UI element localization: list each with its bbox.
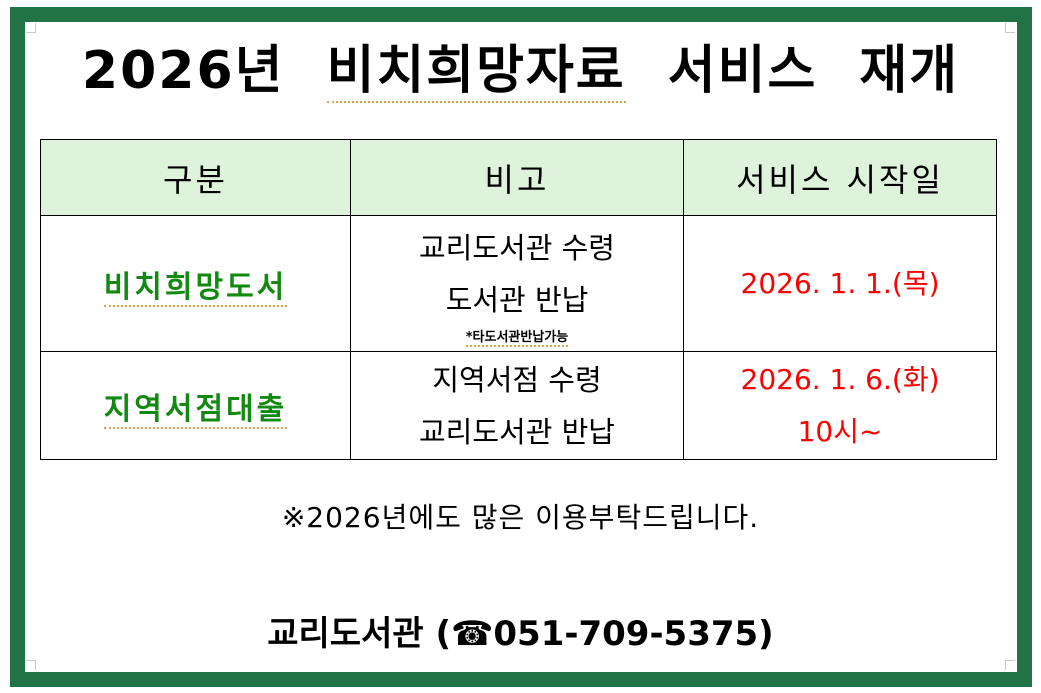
header-start-date: 서비스 시작일: [683, 139, 997, 216]
title-rest: 서비스 재개: [667, 41, 960, 101]
footnote: *타도서관반납가능: [465, 330, 569, 347]
table-header-row: 구분 비고 서비스 시작일: [40, 139, 997, 216]
corner-mark: [26, 660, 36, 670]
footer-contact: 교리도서관 (☎051-709-5375): [0, 606, 1041, 655]
table-row: 비치희망도서 교리도서관 수령 도서관 반납 *타도서관반납가능 2026. 1…: [40, 215, 997, 352]
service-table: 구분 비고 서비스 시작일 비치희망도서 교리도서관 수령 도서관 반납 *타도…: [40, 139, 997, 460]
corner-mark: [1005, 23, 1015, 33]
library-name: 교리도서관: [267, 614, 424, 654]
corner-mark: [1005, 660, 1015, 670]
row-start-date: 2026. 1. 1.(목): [683, 215, 997, 352]
row-category: 지역서점대출: [40, 351, 351, 460]
row-start-date: 2026. 1. 6.(화) 10시~: [683, 351, 997, 460]
row-notes: 지역서점 수령 교리도서관 반납: [350, 351, 684, 460]
header-category: 구분: [40, 139, 351, 216]
phone-number: (☎051-709-5375): [435, 614, 774, 654]
row-category: 비치희망도서: [40, 215, 351, 352]
header-notes: 비고: [350, 139, 684, 216]
title-year: 2026년: [81, 41, 285, 101]
row-notes: 교리도서관 수령 도서관 반납 *타도서관반납가능: [350, 215, 684, 352]
corner-mark: [26, 23, 36, 33]
page-title: 2026년 비치희망자료 서비스 재개: [0, 28, 1041, 103]
closing-note: ※2026년에도 많은 이용부탁드립니다.: [281, 501, 760, 534]
table-row: 지역서점대출 지역서점 수령 교리도서관 반납 2026. 1. 6.(화) 1…: [40, 351, 997, 460]
title-highlight: 비치희망자료: [326, 41, 626, 103]
